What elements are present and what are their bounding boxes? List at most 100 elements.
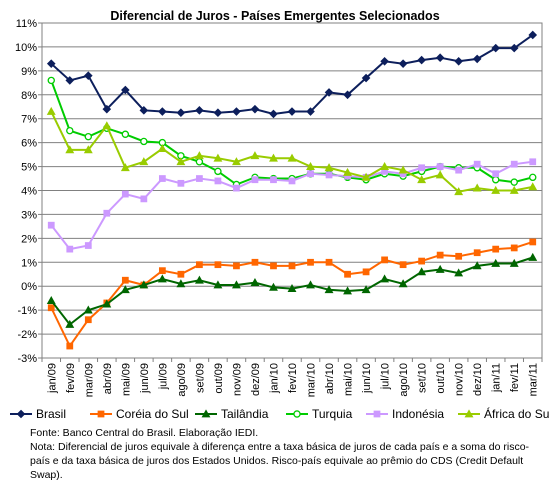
x-tick-label: nov/10 (454, 363, 466, 396)
x-tick-label: jan/10 (268, 363, 280, 394)
y-tick-label: 4% (21, 186, 37, 198)
legend-label: Tailândia (221, 407, 269, 421)
data-point (528, 30, 538, 40)
data-point (66, 342, 74, 350)
data-point (435, 53, 445, 63)
data-point (306, 161, 315, 170)
data-point (435, 170, 445, 179)
legend-item: Indonésia (366, 407, 444, 421)
y-tick-label: -1% (17, 305, 37, 317)
data-point (214, 177, 222, 185)
x-tick-label: jul/09 (157, 363, 169, 390)
data-point (121, 85, 130, 95)
data-point (436, 251, 444, 259)
data-point (287, 283, 297, 292)
data-point (529, 158, 537, 166)
data-point (233, 184, 240, 192)
data-point (492, 170, 500, 178)
data-point (140, 137, 148, 146)
series-group (46, 252, 538, 328)
chart-notes: Fonte: Banco Central do Brasil. Elaboraç… (30, 426, 542, 482)
data-point (472, 261, 482, 270)
legend-label: Brasil (36, 407, 66, 421)
y-tick-label: 11% (16, 18, 37, 30)
data-point (233, 262, 240, 270)
legend-item: Brasil (10, 407, 66, 421)
data-point (196, 261, 203, 269)
data-point (491, 185, 501, 194)
y-tick-label: 1% (21, 257, 37, 269)
data-point (343, 286, 353, 295)
data-point (464, 409, 474, 418)
data-point (140, 195, 148, 203)
data-point (157, 143, 167, 153)
x-tick-label: jul/10 (380, 363, 392, 390)
footnote: Nota: Diferencial de juros equivale à di… (30, 441, 530, 481)
data-point (492, 245, 500, 253)
x-tick-label: set/09 (194, 363, 206, 393)
data-point (194, 151, 204, 160)
data-point (66, 126, 74, 135)
data-point (269, 153, 278, 162)
data-point (325, 258, 333, 266)
data-point (509, 185, 519, 194)
data-point (83, 305, 93, 314)
data-point (380, 56, 389, 66)
data-point (417, 55, 426, 65)
data-point (84, 316, 92, 324)
data-point (157, 274, 167, 283)
x-tick-label: fev/09 (65, 363, 77, 393)
y-tick-label: 7% (21, 114, 37, 126)
data-point (454, 268, 464, 277)
data-point (270, 262, 277, 270)
data-point (97, 410, 105, 418)
data-point (231, 280, 241, 289)
data-point (251, 176, 259, 184)
data-point (362, 268, 370, 276)
chart-title: Diferencial de Juros - Países Emergentes… (110, 9, 439, 23)
data-point (121, 190, 129, 198)
data-point (201, 409, 211, 418)
data-point (454, 187, 464, 196)
data-point (158, 175, 166, 182)
data-point (250, 104, 260, 114)
data-point (380, 274, 390, 283)
data-point (194, 275, 204, 284)
data-point (139, 157, 149, 166)
data-point (121, 276, 129, 284)
x-tick-label: dez/10 (472, 363, 484, 396)
data-point (120, 163, 130, 172)
data-point (195, 106, 204, 115)
data-point (65, 145, 75, 154)
y-axis: -3% -2% -1% 0% 1% 2% 3% 4% 5% 6% 7% 8% 9% 10% 11% (15, 18, 42, 365)
data-point (83, 71, 93, 80)
data-point (417, 267, 427, 276)
data-point (177, 270, 185, 278)
data-point (361, 172, 371, 181)
data-point (473, 160, 481, 168)
legend-item: Coréia do Sul (90, 407, 189, 421)
data-point (529, 238, 537, 246)
data-point (381, 256, 388, 264)
data-point (307, 258, 314, 266)
chart-container: Diferencial de Juros - Países Emergentes… (10, 9, 550, 421)
series-group (46, 30, 538, 119)
data-point (66, 245, 74, 253)
series-group (47, 158, 537, 253)
data-point (158, 107, 167, 116)
data-point (454, 56, 463, 66)
data-point (177, 179, 185, 187)
data-point (325, 171, 333, 179)
data-point (46, 295, 56, 304)
data-point (398, 279, 408, 288)
data-point (103, 209, 111, 217)
legend-label: Coréia do Sul (116, 407, 189, 421)
legend-item: Tailândia (195, 407, 269, 421)
x-tick-label: set/10 (417, 363, 429, 393)
x-tick-label: mai/10 (343, 363, 355, 396)
data-point (102, 299, 112, 308)
data-point (528, 252, 538, 261)
data-point (472, 54, 482, 64)
data-point (510, 178, 518, 186)
x-tick-label: jun/10 (361, 363, 373, 394)
